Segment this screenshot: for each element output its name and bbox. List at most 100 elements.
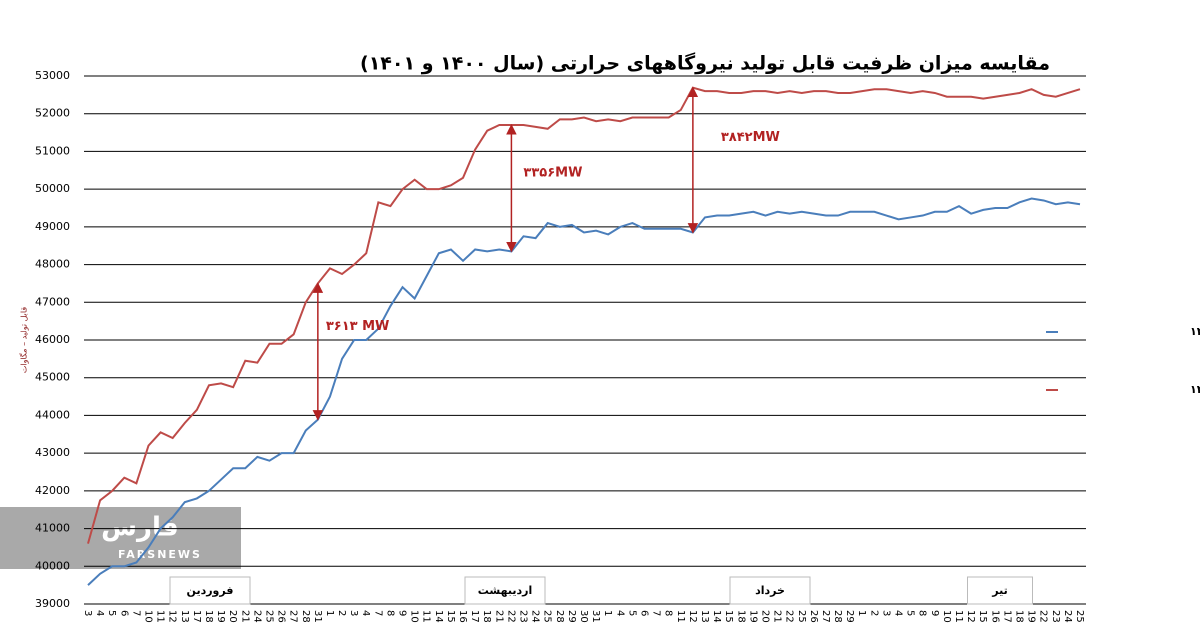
annotation: ۳۸۴۲MW: [721, 130, 780, 145]
x-tick-label: 27: [288, 610, 299, 623]
y-tick-label: 50000: [35, 182, 70, 195]
x-tick-label: 19: [215, 610, 226, 623]
chart-title: مقایسه میزان ظرفیت قابل تولید نیروگاههای…: [360, 52, 1050, 75]
y-tick-label: 47000: [35, 295, 70, 308]
x-tick-label: 26: [808, 610, 819, 623]
x-tick-label: 20: [227, 610, 238, 623]
x-tick-label: 30: [578, 610, 589, 623]
x-tick-label: 14: [711, 610, 722, 623]
x-tick-label: 15: [723, 610, 734, 623]
x-tick-label: 31: [312, 610, 323, 623]
x-tick-label: 22: [784, 610, 795, 623]
x-tick-label: 9: [929, 610, 940, 616]
x-tick-label: 28: [832, 610, 843, 623]
x-tick-label: 24: [251, 610, 262, 623]
x-tick-label: 25: [542, 610, 553, 623]
x-tick-label: 4: [94, 610, 105, 616]
x-tick-label: 21: [772, 610, 783, 623]
x-tick-label: 26: [276, 610, 287, 623]
x-tick-label: 29: [844, 610, 855, 623]
month-label-box: [967, 576, 1033, 605]
month-label: تیر: [991, 584, 1007, 597]
watermark: فارس FARSNEWS: [0, 507, 241, 569]
x-tick-label: 24: [530, 610, 541, 623]
legend-label: قابل تولید در پیک ۱۴۰۱: [1190, 383, 1200, 396]
x-tick-label: 27: [820, 610, 831, 623]
watermark-box: [0, 507, 241, 569]
x-tick-label: 12: [167, 610, 178, 623]
x-tick-label: 12: [965, 610, 976, 623]
x-tick-label: 3: [348, 610, 359, 616]
x-tick-label: 8: [663, 610, 674, 616]
month-label-box: [169, 576, 251, 605]
x-tick-label: 4: [893, 610, 904, 616]
x-tick-label: 21: [493, 610, 504, 623]
x-tick-label: 8: [917, 610, 928, 616]
x-tick-label: 17: [191, 610, 202, 623]
y-tick-label: 43000: [35, 446, 70, 459]
y-tick-label: 51000: [35, 144, 70, 157]
x-tick-label: 22: [505, 610, 516, 623]
x-tick-label: 22: [1038, 610, 1049, 623]
y-tick-label: 52000: [35, 107, 70, 120]
x-tick-label: 1: [324, 610, 335, 616]
y-tick-label: 45000: [35, 371, 70, 384]
y-tick-label: 48000: [35, 258, 70, 271]
y-tick-label: 42000: [35, 484, 70, 497]
month-label-box: [464, 576, 546, 605]
y-tick-label: 49000: [35, 220, 70, 233]
x-tick-label: 6: [638, 610, 649, 616]
legend-label: قابل تولید در پیک ۱۴۰۰: [1190, 325, 1200, 338]
x-tick-label: 21: [239, 610, 250, 623]
x-tick-label: 15: [445, 610, 456, 623]
annotation: ۳۶۱۳ MW: [326, 319, 390, 334]
x-tick-label: 13: [179, 610, 190, 623]
x-tick-label: 10: [941, 610, 952, 623]
x-tick-label: 28: [300, 610, 311, 623]
x-tick-label: 3: [880, 610, 891, 616]
x-tick-label: 31: [590, 610, 601, 623]
x-tick-label: 25: [796, 610, 807, 623]
x-tick-label: 7: [372, 610, 383, 616]
watermark-logo: فارس: [101, 513, 179, 543]
x-tick-label: 2: [868, 610, 879, 616]
x-tick-label: 9: [397, 610, 408, 616]
x-tick-label: 5: [626, 610, 637, 616]
x-tick-label: 19: [747, 610, 758, 623]
x-tick-label: 8: [384, 610, 395, 616]
x-tick-label: 2: [336, 610, 347, 616]
x-tick-label: 16: [457, 610, 468, 623]
x-tick-label: 16: [989, 610, 1000, 623]
x-tick-label: 5: [106, 610, 117, 616]
month-label-box: [729, 576, 811, 605]
x-tick-label: 5: [905, 610, 916, 616]
x-tick-label: 18: [1014, 610, 1025, 623]
x-tick-label: 19: [1026, 610, 1037, 623]
y-tick-label: 40000: [35, 559, 70, 572]
y-tick-label: 46000: [35, 333, 70, 346]
x-tick-label: 14: [433, 610, 444, 623]
x-tick-label: 10: [409, 610, 420, 623]
y-tick-label: 53000: [35, 69, 70, 82]
y-tick-label: 39000: [35, 597, 70, 610]
x-tick-label: 6: [118, 610, 129, 616]
y-axis-label: قابل تولید – مگاوات: [19, 307, 29, 374]
x-tick-label: 25: [263, 610, 274, 623]
y-tick-label: 44000: [35, 408, 70, 421]
x-tick-label: 17: [1001, 610, 1012, 623]
y-tick-label: 41000: [35, 522, 70, 535]
line: [87, 197, 1081, 586]
x-tick-label: 18: [735, 610, 746, 623]
x-tick-label: 7: [651, 610, 662, 616]
x-tick-label: 25: [1074, 610, 1085, 623]
x-tick-label: 11: [421, 610, 432, 623]
x-tick-label: 4: [614, 610, 625, 616]
x-tick-label: 24: [1062, 610, 1073, 623]
x-tick-label: 7: [130, 610, 141, 616]
x-tick-label: 18: [203, 610, 214, 623]
x-tick-label: 1: [856, 610, 867, 616]
x-tick-label: 15: [977, 610, 988, 623]
x-tick-label: 28: [554, 610, 565, 623]
x-tick-label: 11: [155, 610, 166, 623]
x-tick-label: 11: [953, 610, 964, 623]
